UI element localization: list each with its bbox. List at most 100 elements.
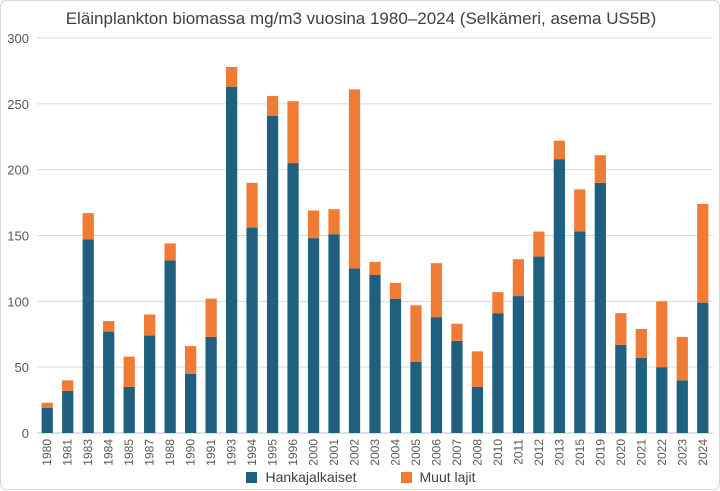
bar-segment-muut-lajit xyxy=(185,346,197,374)
bar-segment-muut-lajit xyxy=(164,243,176,261)
x-tick-label: 2011 xyxy=(511,439,525,465)
y-tick-label: 50 xyxy=(15,360,29,375)
bar-segment-muut-lajit xyxy=(594,155,606,183)
y-tick-label: 300 xyxy=(7,31,29,46)
bar-segment-hankajalkaiset xyxy=(225,86,238,433)
bar-segment-muut-lajit xyxy=(430,263,443,318)
x-tick-label: 1988 xyxy=(163,439,177,466)
bar-segment-hankajalkaiset xyxy=(307,238,320,433)
x-tick-label: 2012 xyxy=(532,439,546,466)
x-tick-label: 1990 xyxy=(184,439,198,466)
bar-segment-muut-lajit xyxy=(328,209,340,235)
bar-segment-hankajalkaiset xyxy=(348,268,361,433)
bar-segment-hankajalkaiset xyxy=(246,227,258,433)
bar-segment-muut-lajit xyxy=(574,189,586,232)
legend-label-muut-lajit: Muut lajit xyxy=(419,469,476,485)
bar-segment-muut-lajit xyxy=(389,282,402,299)
x-tick-label: 1981 xyxy=(61,439,75,466)
bar-segment-hankajalkaiset xyxy=(512,296,525,433)
x-tick-label: 2010 xyxy=(491,439,505,466)
bar-segment-hankajalkaiset xyxy=(615,344,627,433)
bar-segment-muut-lajit xyxy=(471,351,484,387)
bar-segment-hankajalkaiset xyxy=(41,407,53,433)
x-tick-label: 1983 xyxy=(81,439,95,466)
bar-segment-muut-lajit xyxy=(676,336,688,381)
y-tick-label: 150 xyxy=(7,229,29,244)
y-tick-label: 250 xyxy=(7,97,29,112)
bar-segment-hankajalkaiset xyxy=(185,373,197,433)
bar-segment-hankajalkaiset xyxy=(62,390,74,433)
x-tick-label: 2013 xyxy=(552,439,566,466)
x-tick-label: 2021 xyxy=(634,439,648,466)
bar-segment-muut-lajit xyxy=(123,356,135,387)
bar-segment-muut-lajit xyxy=(512,259,525,297)
bar-segment-muut-lajit xyxy=(533,231,545,257)
legend-swatch-hankajalkaiset xyxy=(246,471,258,483)
bar-segment-hankajalkaiset xyxy=(451,340,463,433)
bar-segment-muut-lajit xyxy=(451,323,463,341)
bar-segment-hankajalkaiset xyxy=(492,313,504,433)
bar-segment-hankajalkaiset xyxy=(205,336,217,433)
bar-segment-muut-lajit xyxy=(144,314,156,336)
x-tick-label: 2002 xyxy=(348,439,362,466)
x-tick-label: 2008 xyxy=(470,439,484,466)
bar-segment-muut-lajit xyxy=(369,261,381,275)
bar-segment-muut-lajit xyxy=(492,292,504,314)
y-tick-label: 0 xyxy=(22,426,29,441)
x-tick-label: 2000 xyxy=(307,439,321,466)
bar-segment-muut-lajit xyxy=(62,380,74,391)
bar-segment-hankajalkaiset xyxy=(369,275,381,433)
bar-segment-muut-lajit xyxy=(615,313,627,345)
bar-segment-hankajalkaiset xyxy=(635,357,647,433)
bar-segment-muut-lajit xyxy=(225,66,238,87)
x-tick-label: 2006 xyxy=(429,439,443,466)
bar-segment-muut-lajit xyxy=(348,89,361,269)
bar-segment-muut-lajit xyxy=(656,301,668,368)
x-tick-label: 1991 xyxy=(204,439,218,466)
bar-segment-hankajalkaiset xyxy=(553,159,565,433)
bar-segment-muut-lajit xyxy=(287,101,299,164)
bar-segment-muut-lajit xyxy=(553,140,565,160)
bar-segment-muut-lajit xyxy=(41,402,53,408)
bar-segment-hankajalkaiset xyxy=(410,361,422,433)
bar-segment-hankajalkaiset xyxy=(430,317,443,433)
x-tick-label: 2004 xyxy=(388,439,402,466)
bar-segment-hankajalkaiset xyxy=(594,182,606,433)
bar-segment-hankajalkaiset xyxy=(266,115,279,433)
x-tick-label: 2023 xyxy=(675,439,689,466)
bar-segment-muut-lajit xyxy=(82,213,94,240)
x-tick-label: 2020 xyxy=(614,439,628,466)
x-tick-label: 1985 xyxy=(122,439,136,466)
legend-swatch-muut-lajit xyxy=(400,471,412,483)
chart-title: Eläinplankton biomassa mg/m3 vuosina 198… xyxy=(65,9,657,28)
bar-segment-muut-lajit xyxy=(266,95,279,116)
bar-segment-hankajalkaiset xyxy=(389,298,402,433)
legend-item-hankajalkaiset: Hankajalkaiset xyxy=(246,469,357,485)
bar-segment-hankajalkaiset xyxy=(533,256,545,433)
bar-segment-hankajalkaiset xyxy=(123,386,135,433)
x-tick-label: 1994 xyxy=(245,439,259,466)
bar-segment-hankajalkaiset xyxy=(82,239,94,433)
bar-segment-hankajalkaiset xyxy=(574,231,586,433)
bar-segment-hankajalkaiset xyxy=(164,260,176,433)
bar-segment-muut-lajit xyxy=(697,203,709,303)
x-tick-label: 1984 xyxy=(102,439,116,466)
x-tick-label: 2019 xyxy=(593,439,607,466)
bar-segment-hankajalkaiset xyxy=(471,386,484,433)
x-tick-label: 2022 xyxy=(655,439,669,466)
x-tick-label: 1980 xyxy=(40,439,54,466)
bar-segment-hankajalkaiset xyxy=(656,367,668,433)
bar-segment-hankajalkaiset xyxy=(103,331,115,433)
bar-segment-hankajalkaiset xyxy=(287,163,299,434)
x-tick-label: 2001 xyxy=(327,439,341,466)
x-tick-label: 1995 xyxy=(266,439,280,466)
bar-segment-hankajalkaiset xyxy=(328,234,340,433)
bar-segment-hankajalkaiset xyxy=(144,335,156,433)
bar-segment-muut-lajit xyxy=(635,328,647,358)
x-tick-label: 2003 xyxy=(368,439,382,466)
legend-item-muut-lajit: Muut lajit xyxy=(400,469,476,485)
x-tick-label: 1987 xyxy=(143,439,157,466)
bar-segment-muut-lajit xyxy=(205,298,217,337)
bar-segment-hankajalkaiset xyxy=(676,380,688,433)
